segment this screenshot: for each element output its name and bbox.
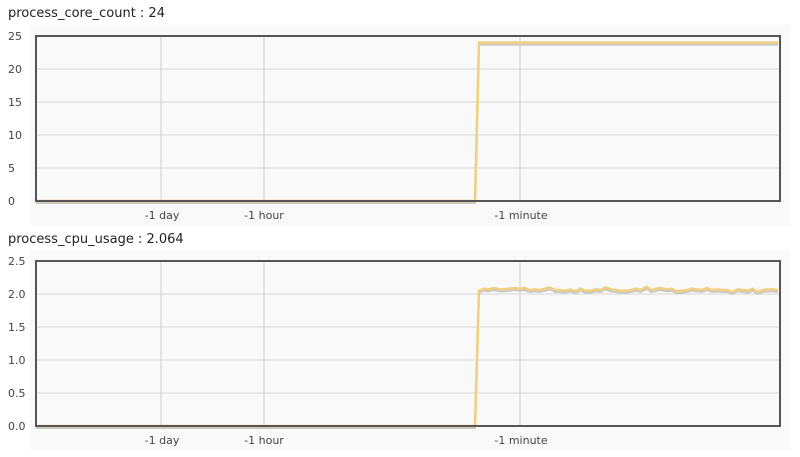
plot-frame <box>35 260 781 427</box>
y-tick-label: 10 <box>8 129 22 142</box>
chart-title-core-count: process_core_count : 24 <box>8 6 165 21</box>
y-tick-label: 2.5 <box>8 255 26 268</box>
y-tick-label: 2.0 <box>8 288 26 301</box>
y-tick-label: 0 <box>8 195 15 208</box>
y-tick-label: 1.0 <box>8 354 26 367</box>
chart-cpu-usage: 0.0 0.5 1.0 1.5 2.0 2.5 -1 day -1 hour -1 minute <box>8 250 790 450</box>
y-tick-label: 25 <box>8 30 22 43</box>
y-tick-label: 5 <box>8 162 15 175</box>
y-tick-label: 0.0 <box>8 420 26 433</box>
x-tick-label: -1 minute <box>494 434 547 447</box>
chart-core-count: 0 5 10 15 20 25 -1 day -1 hour -1 minute <box>8 25 790 225</box>
y-tick-label: 15 <box>8 96 22 109</box>
x-tick-label: -1 day <box>145 434 180 447</box>
series-line <box>36 41 778 203</box>
x-tick-label: -1 minute <box>494 209 547 222</box>
x-tick-label: -1 hour <box>244 434 284 447</box>
series-shadow <box>36 287 779 429</box>
series-line <box>36 285 779 428</box>
plot-background <box>30 250 790 450</box>
y-tick-label: 0.5 <box>8 387 26 400</box>
plot-background <box>30 25 790 225</box>
y-tick-label: 20 <box>8 63 22 76</box>
chart-title-cpu-usage: process_cpu_usage : 2.064 <box>8 232 184 247</box>
x-tick-label: -1 day <box>145 209 180 222</box>
plot-frame <box>35 35 781 202</box>
x-tick-label: -1 hour <box>244 209 284 222</box>
y-tick-label: 1.5 <box>8 321 26 334</box>
